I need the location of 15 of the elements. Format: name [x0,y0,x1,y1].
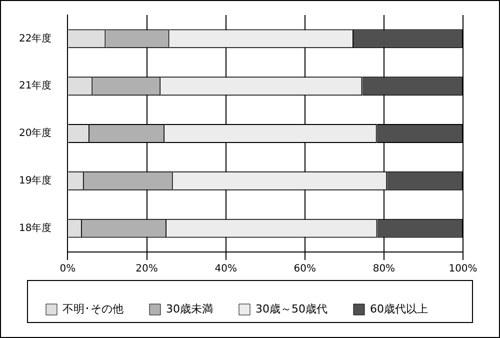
x-tick-label: 60% [294,264,316,275]
x-tick-label: 0% [60,264,76,275]
x-tick-label: 80% [372,264,396,275]
y-tick-label: 19年度 [18,174,52,186]
legend-label: 60歳代以上 [370,302,428,316]
y-tick-label: 21年度 [18,80,52,92]
y-tick-label: 22年度 [18,32,52,44]
y-tick-label: 18年度 [18,222,52,234]
legend-label: 不明･その他 [62,302,124,316]
legend-label: 30歳～50歳代 [256,302,328,316]
legend-label: 30歳未満 [166,302,214,316]
y-tick-label: 20年度 [18,127,52,140]
x-tick-label: 100% [448,264,478,275]
x-tick-label: 20% [136,264,158,275]
x-tick-label: 40% [214,264,237,275]
